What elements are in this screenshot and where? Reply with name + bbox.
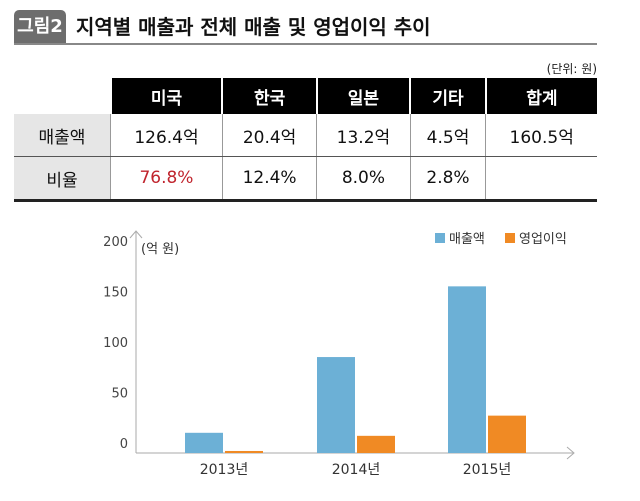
table-cell: 8.0% <box>316 156 411 202</box>
bar-operating-profit <box>357 435 395 453</box>
y-tick-label: 200 <box>103 235 128 250</box>
col-header: 일본 <box>315 78 411 114</box>
legend: 매출액 영업이익 <box>435 232 567 247</box>
legend-swatch <box>505 233 515 243</box>
legend-swatch <box>435 233 445 243</box>
figure-badge: 그림2 <box>14 10 66 43</box>
y-tick-label: 50 <box>111 387 128 402</box>
table-cell: 13.2억 <box>316 114 411 157</box>
y-tick-label: 100 <box>103 336 128 351</box>
bar-operating-profit <box>225 450 263 453</box>
col-header: 합계 <box>484 78 597 114</box>
table-cell-highlight: 76.8% <box>110 156 223 202</box>
table-cell: 12.4% <box>221 156 317 202</box>
bar-operating-profit <box>488 415 526 453</box>
header-blank <box>14 78 111 114</box>
row-label: 매출액 <box>14 114 111 157</box>
x-tick-label: 2014년 <box>332 462 381 478</box>
y-axis-arrow <box>129 230 143 239</box>
x-axis-arrow <box>566 446 575 460</box>
table-cell: 2.8% <box>409 156 486 202</box>
table-cell: 160.5억 <box>485 114 597 157</box>
col-header: 기타 <box>409 78 486 114</box>
x-tick-label: 2015년 <box>463 462 512 478</box>
legend-label: 영업이익 <box>519 232 567 247</box>
bar-sales <box>448 286 486 453</box>
bar-sales <box>317 357 355 453</box>
row-label: 비율 <box>14 156 111 202</box>
table-cell <box>485 156 597 202</box>
table-cell: 126.4억 <box>110 114 223 157</box>
col-header: 미국 <box>109 78 223 114</box>
legend-label: 매출액 <box>449 232 485 247</box>
title-rule <box>14 43 597 45</box>
table-row: 비율 76.8% 12.4% 8.0% 2.8% <box>14 156 597 202</box>
table-cell: 20.4억 <box>221 114 317 157</box>
table-row: 매출액 126.4억 20.4억 13.2억 4.5억 160.5억 <box>14 114 597 157</box>
table-cell: 4.5억 <box>409 114 486 157</box>
table-header-row: 미국 한국 일본 기타 합계 <box>14 78 597 114</box>
y-axis-label: (억 원) <box>141 242 179 257</box>
y-tick-label: 0 <box>120 437 128 452</box>
col-header: 한국 <box>221 78 317 114</box>
bar-sales <box>185 432 223 453</box>
y-tick-label: 150 <box>103 286 128 301</box>
x-tick-label: 2013년 <box>200 462 249 478</box>
region-table: 미국 한국 일본 기타 합계 매출액 126.4억 20.4억 13.2억 4.… <box>14 78 597 202</box>
figure-title: 지역별 매출과 전체 매출 및 영업이익 추이 <box>76 15 431 39</box>
table-unit: (단위: 원) <box>546 62 597 76</box>
